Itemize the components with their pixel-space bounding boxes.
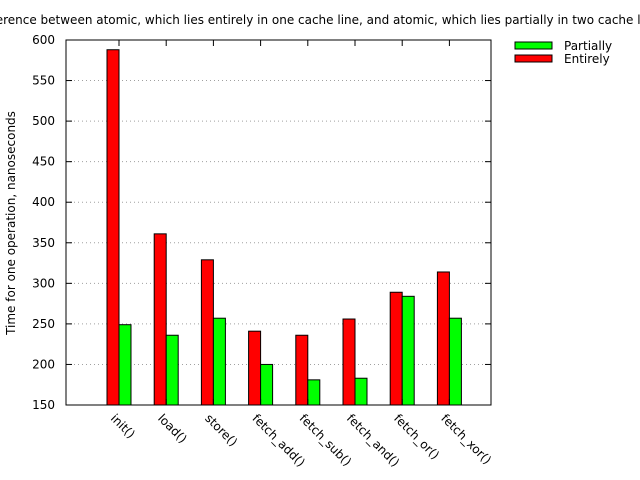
bar-entirely: [248, 330, 262, 406]
y-tick-label: 300: [32, 276, 55, 290]
bar-entirely: [389, 291, 403, 406]
y-tick-label: 200: [32, 357, 55, 371]
x-tick-label: store(): [202, 411, 240, 449]
bar-partially: [260, 363, 274, 406]
bar-entirely: [106, 49, 120, 406]
bar-partially: [307, 379, 321, 406]
x-tick-label: fetch_or(): [391, 411, 442, 462]
bar-entirely: [200, 259, 214, 406]
legend-swatch-entirely: [514, 54, 553, 63]
x-tick-label: load(): [155, 411, 190, 446]
x-tick-label: init(): [108, 411, 138, 441]
y-tick-label: 400: [32, 195, 55, 209]
bar-partially: [118, 324, 132, 406]
y-tick-label: 450: [32, 155, 55, 169]
y-tick-label: 350: [32, 236, 55, 250]
bar-partially: [212, 317, 226, 406]
bar-partially: [401, 295, 415, 406]
bars: [106, 49, 462, 406]
legend-swatch-partially: [514, 41, 553, 50]
bar-partially: [448, 317, 462, 406]
bar-entirely: [295, 334, 309, 406]
y-tick-label: 550: [32, 74, 55, 88]
y-axis-label: Time for one operation, nanoseconds: [4, 111, 18, 336]
legend-label-partially: Partially: [564, 39, 612, 53]
bar-partially: [165, 334, 179, 406]
y-tick-label: 500: [32, 114, 55, 128]
x-tick-label: fetch_xor(): [438, 411, 494, 467]
y-tick-label: 600: [32, 33, 55, 47]
bar-partially: [354, 377, 368, 406]
grid: [66, 80, 491, 365]
bar-entirely: [436, 271, 450, 406]
bar-entirely: [153, 233, 167, 406]
bar-entirely: [342, 318, 356, 406]
y-tick-label: 250: [32, 317, 55, 331]
y-tick-label: 150: [32, 398, 55, 412]
legend-label-entirely: Entirely: [564, 52, 610, 66]
axes: [65, 39, 492, 406]
chart-title: Difference between atomic, which lies en…: [0, 13, 640, 27]
plot-frame: [65, 39, 492, 406]
y-ticks: 150 200 250 300 350 400 450 500 550 600: [32, 33, 491, 412]
